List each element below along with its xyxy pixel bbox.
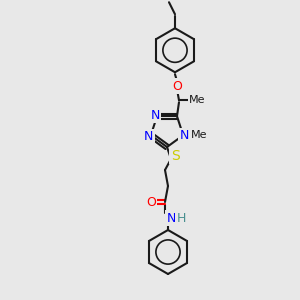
Text: H: H [176,212,186,224]
Text: N: N [179,129,189,142]
Text: O: O [172,80,182,93]
Text: Me: Me [191,130,207,140]
Text: N: N [166,212,176,224]
Text: Me: Me [189,95,205,105]
Text: O: O [146,196,156,208]
Text: N: N [150,109,160,122]
Text: S: S [171,149,179,163]
Text: N: N [144,130,154,143]
